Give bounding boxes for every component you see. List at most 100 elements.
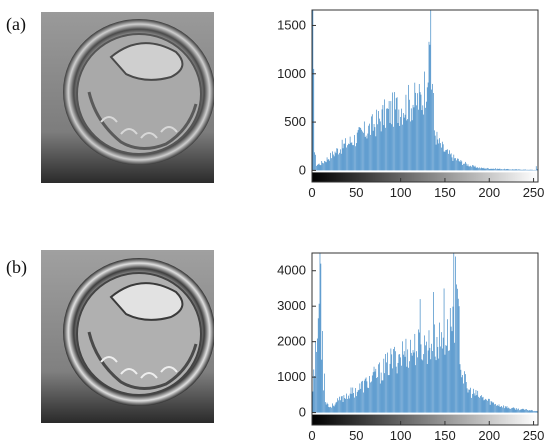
histogram-bar <box>426 364 428 413</box>
histogram-bar <box>449 154 451 171</box>
histogram-bar <box>504 406 506 413</box>
histogram-bar <box>506 169 508 171</box>
histogram-bar <box>380 372 382 413</box>
histogram-bar <box>352 387 354 413</box>
histogram-bar <box>362 380 363 413</box>
histogram-bar <box>509 169 510 171</box>
histogram-bar <box>395 98 397 171</box>
histogram-bar <box>460 159 462 171</box>
histogram-bar <box>400 357 401 413</box>
histogram-bar <box>357 130 359 171</box>
histogram-bar <box>335 153 337 171</box>
histogram-bar <box>522 408 524 413</box>
histogram-bar <box>524 409 526 413</box>
histogram-bar <box>371 114 373 171</box>
histogram-bar <box>527 409 528 413</box>
histogram-bar <box>465 374 466 413</box>
histogram-bar <box>318 303 320 413</box>
histogram-bar <box>514 169 516 171</box>
histogram-bar <box>321 359 323 413</box>
histogram-bar <box>457 298 459 413</box>
histogram-bar <box>326 402 328 413</box>
histogram-bar <box>394 109 396 171</box>
histogram-bar <box>465 382 467 413</box>
histogram-bar <box>332 403 333 413</box>
histogram-bar <box>488 168 489 171</box>
histogram-bar <box>486 168 487 171</box>
histogram-bar <box>507 408 509 413</box>
histogram-bar <box>510 408 511 413</box>
histogram-bar <box>443 288 445 413</box>
histogram-bar <box>387 108 388 171</box>
histogram-bar <box>480 167 482 171</box>
histogram-bar <box>332 405 334 413</box>
histogram-bar <box>329 160 331 171</box>
histogram-bar <box>312 10 314 171</box>
histogram-bar <box>348 144 350 171</box>
histogram-bar <box>414 333 416 413</box>
histogram-bar <box>527 169 529 171</box>
histogram-bar <box>415 92 417 171</box>
histogram-bar <box>479 167 480 171</box>
histogram-bar <box>461 377 463 413</box>
histogram-bar <box>331 158 332 171</box>
histogram-bar <box>444 354 446 413</box>
histogram-bar <box>349 136 351 171</box>
blastocyst-drawing-b <box>41 250 214 423</box>
histogram-bar <box>458 161 460 171</box>
histogram-bar <box>353 393 354 413</box>
histogram-bar <box>472 393 473 413</box>
histogram-bar <box>424 335 425 413</box>
histogram-bar <box>480 168 481 171</box>
histogram-bar <box>407 349 409 413</box>
histogram-bar <box>343 395 345 413</box>
histogram-bar <box>414 82 416 171</box>
histogram-bar <box>381 109 383 171</box>
histogram-bar <box>484 399 486 413</box>
histogram-bar <box>477 167 479 171</box>
histogram-bar <box>381 380 383 413</box>
histogram-bar <box>355 388 356 413</box>
histogram-bar <box>439 322 440 413</box>
histogram-bar <box>408 367 409 413</box>
histogram-bar <box>418 332 420 413</box>
histogram-bar <box>469 166 471 171</box>
histogram-bar <box>483 400 485 413</box>
histogram-bar <box>479 397 480 413</box>
histogram-bar <box>312 391 314 413</box>
histogram-bar <box>350 387 352 413</box>
histogram-bar <box>348 143 349 171</box>
histogram-bar <box>480 396 481 413</box>
histogram-bar <box>527 169 528 171</box>
histogram-bar <box>363 121 365 171</box>
x-tick-label: 0 <box>308 428 315 443</box>
histogram-bar <box>511 408 512 413</box>
histogram-bar <box>535 411 536 413</box>
histogram-bar <box>406 366 408 413</box>
grayscale-colorbar <box>312 172 538 182</box>
histogram-bar <box>351 393 353 413</box>
histogram-bar <box>418 109 419 171</box>
histogram-bar <box>459 161 461 171</box>
histogram-bar <box>520 409 522 413</box>
histogram-bar <box>383 125 385 171</box>
x-tick-label: 150 <box>434 185 456 200</box>
histogram-bar <box>440 346 441 413</box>
histogram-bar <box>439 138 440 171</box>
histogram-bar <box>476 167 478 171</box>
histogram-bar <box>368 388 370 413</box>
histogram-bar <box>436 131 438 171</box>
histogram-bar <box>396 97 398 171</box>
histogram-bar <box>441 348 443 413</box>
histogram-bar <box>454 342 456 413</box>
histogram-bar <box>382 380 384 413</box>
histogram-bar <box>426 341 427 413</box>
histogram-bar <box>429 347 431 413</box>
histogram-bar <box>442 337 444 413</box>
histogram-bar <box>348 395 349 413</box>
histogram-bar <box>535 166 537 171</box>
histogram-bar <box>535 410 537 413</box>
histogram-bar <box>391 124 393 171</box>
histogram-bar <box>435 144 437 171</box>
histogram-bar <box>475 390 477 413</box>
